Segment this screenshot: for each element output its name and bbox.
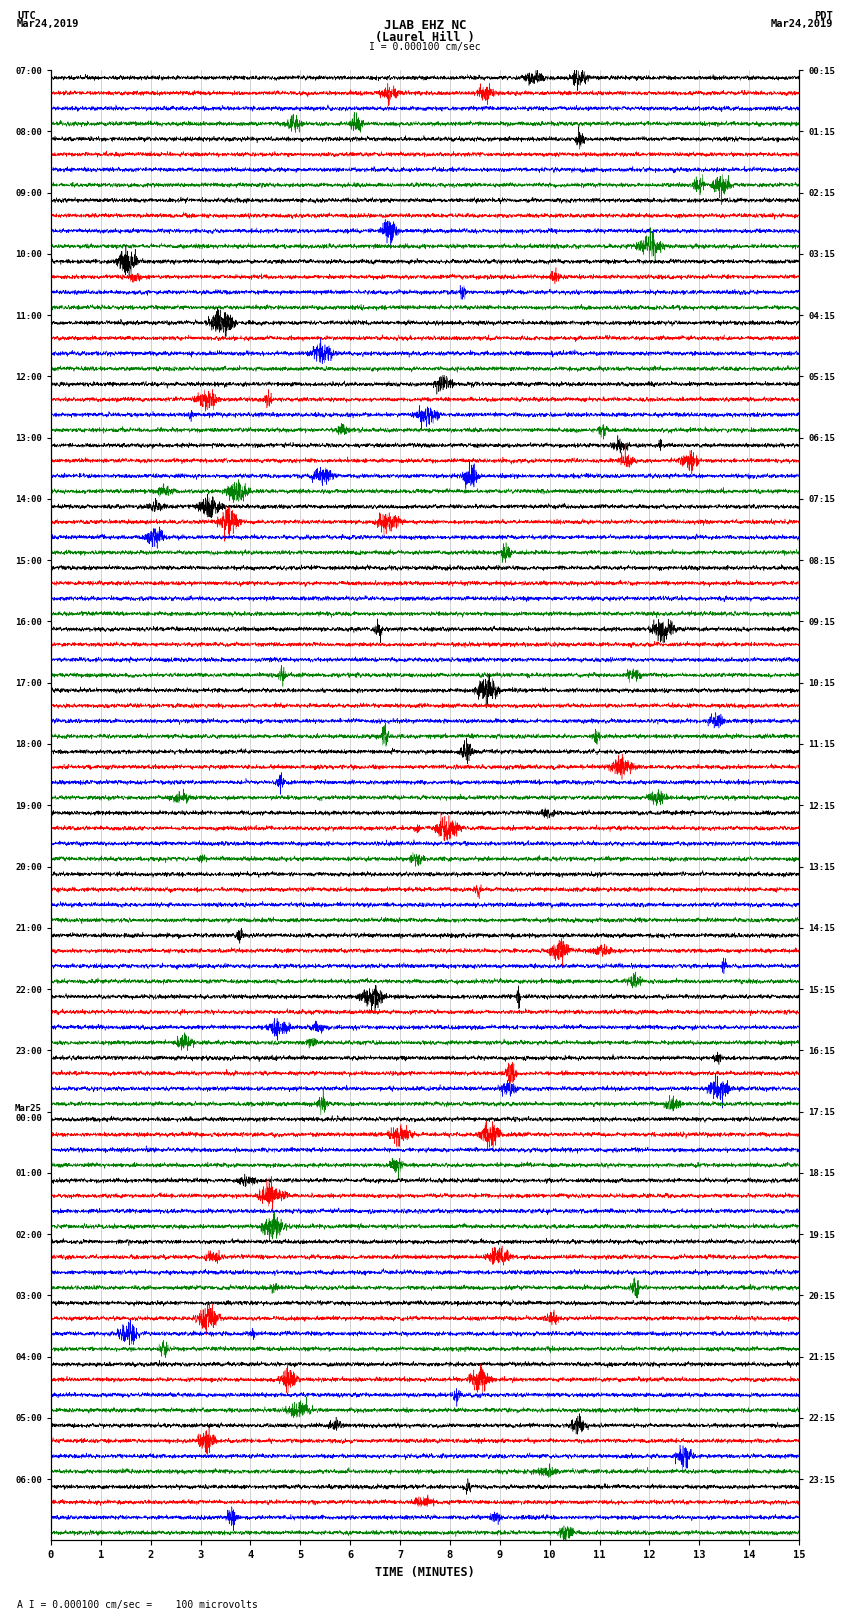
Text: PDT: PDT	[814, 11, 833, 21]
Text: Mar24,2019: Mar24,2019	[17, 19, 80, 29]
Text: Mar24,2019: Mar24,2019	[770, 19, 833, 29]
Text: (Laurel Hill ): (Laurel Hill )	[375, 31, 475, 44]
X-axis label: TIME (MINUTES): TIME (MINUTES)	[375, 1566, 475, 1579]
Text: A I = 0.000100 cm/sec =    100 microvolts: A I = 0.000100 cm/sec = 100 microvolts	[17, 1600, 258, 1610]
Text: I = 0.000100 cm/sec: I = 0.000100 cm/sec	[369, 42, 481, 52]
Text: JLAB EHZ NC: JLAB EHZ NC	[383, 19, 467, 32]
Text: UTC: UTC	[17, 11, 36, 21]
